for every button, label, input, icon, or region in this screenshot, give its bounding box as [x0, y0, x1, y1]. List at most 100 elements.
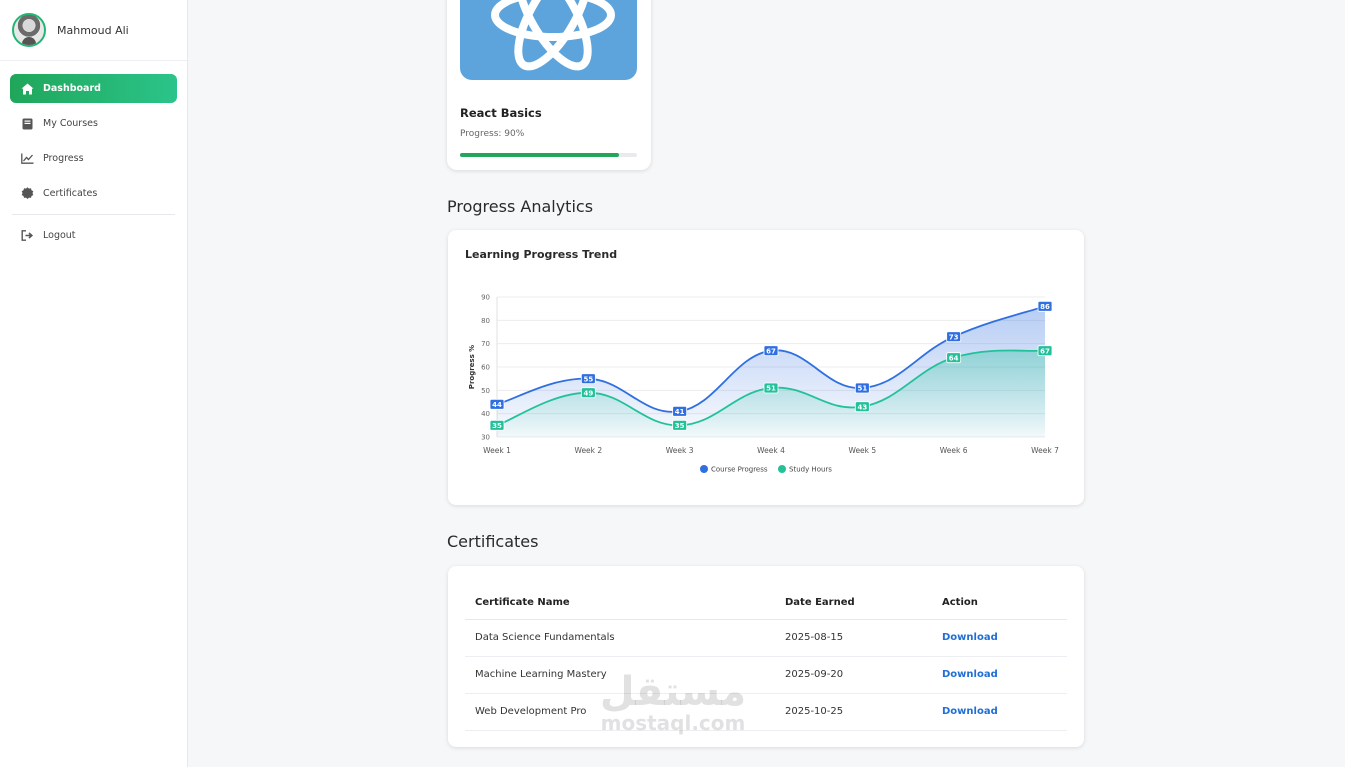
series-area-study-hours	[497, 350, 1045, 437]
course-progress-bar	[460, 153, 637, 157]
sidebar: Mahmoud Ali Dashboard My Courses Progres…	[0, 0, 188, 767]
x-tick-label: Week 5	[848, 446, 876, 455]
table-header-row: Certificate Name Date Earned Action	[465, 587, 1067, 620]
data-label-bg	[763, 345, 779, 357]
data-label: 49	[583, 389, 593, 397]
home-icon	[20, 82, 34, 96]
react-atom-icon	[491, 0, 615, 71]
x-tick-label: Week 1	[483, 446, 511, 455]
logout-icon	[20, 229, 34, 243]
data-label-bg	[672, 405, 688, 417]
data-label-bg	[672, 419, 688, 431]
data-label: 55	[583, 375, 593, 383]
data-label-bg	[489, 398, 505, 410]
progress-chart: 30 40 50 60 70 80 90 Progress % Week 1 Week 2 Week…	[468, 294, 1059, 474]
table-row: Data Science Fundamentals 2025-08-15 Dow…	[465, 619, 1067, 657]
data-label-bg	[489, 419, 505, 431]
sidebar-item-dashboard[interactable]: Dashboard	[10, 74, 177, 103]
data-label: 64	[949, 354, 959, 362]
data-label-bg	[763, 382, 779, 394]
sidebar-item-label: My Courses	[43, 118, 98, 129]
nav-divider	[12, 214, 175, 215]
certificate-name: Machine Learning Mastery	[465, 656, 775, 694]
watermark-latin: mostaql.com	[600, 711, 746, 735]
data-label-bg	[580, 387, 596, 399]
certificate-icon	[20, 187, 34, 201]
data-label: 73	[949, 333, 959, 341]
course-thumbnail	[460, 0, 637, 80]
sidebar-item-progress[interactable]: Progress	[10, 144, 177, 173]
sidebar-item-label: Progress	[43, 153, 84, 164]
y-tick-label: 40	[481, 410, 490, 418]
x-tick-label: Week 2	[574, 446, 602, 455]
data-label: 51	[857, 385, 867, 393]
section-title-analytics: Progress Analytics	[447, 197, 594, 216]
logout-label: Logout	[43, 230, 76, 241]
chart-title: Learning Progress Trend	[465, 248, 618, 261]
y-tick-label: 50	[481, 387, 490, 395]
data-label: 35	[675, 422, 685, 430]
data-label-bg	[580, 373, 596, 385]
data-label-bg	[946, 352, 962, 364]
watermark-arabic: مستقل	[599, 669, 747, 715]
course-progress-fill	[460, 153, 620, 157]
certificate-date: 2025-10-25	[775, 693, 932, 731]
data-label-bg	[1037, 300, 1053, 312]
avatar[interactable]	[12, 13, 46, 47]
sidebar-nav: Dashboard My Courses Progress Certificat…	[0, 61, 187, 250]
certificate-name: Web Development Pro	[465, 693, 775, 731]
legend-label: Study Hours	[789, 466, 832, 474]
course-card[interactable]: React Basics Progress: 90%	[447, 0, 651, 170]
profile-header: Mahmoud Ali	[0, 0, 187, 61]
download-link[interactable]: Download	[932, 619, 1067, 657]
course-title: React Basics	[460, 106, 542, 120]
book-icon	[20, 117, 34, 131]
legend-label: Course Progress	[711, 466, 768, 474]
watermark: مستقل mostaql.com	[592, 672, 754, 734]
section-title-certificates: Certificates	[447, 532, 539, 551]
x-tick-label: Week 7	[1031, 446, 1059, 455]
y-tick-label: 70	[481, 340, 490, 348]
data-label: 43	[857, 403, 867, 411]
y-tick-label: 80	[481, 317, 490, 325]
legend-marker	[778, 465, 786, 473]
column-header-date: Date Earned	[775, 587, 932, 620]
sidebar-item-label: Dashboard	[43, 83, 101, 94]
sidebar-item-certificates[interactable]: Certificates	[10, 179, 177, 208]
chart-line-icon	[20, 152, 34, 166]
sidebar-item-my-courses[interactable]: My Courses	[10, 109, 177, 138]
x-tick-label: Week 3	[666, 446, 694, 455]
download-link[interactable]: Download	[932, 656, 1067, 694]
certificate-date: 2025-08-15	[775, 619, 932, 657]
data-label: 86	[1040, 303, 1050, 311]
chart-card: Learning Progress Trend 30 40 50 60 70 80 90 Pr…	[448, 230, 1084, 505]
logout-button[interactable]: Logout	[10, 221, 177, 250]
data-label-bg	[854, 401, 870, 413]
profile-name: Mahmoud Ali	[57, 23, 129, 37]
data-label: 41	[675, 408, 685, 416]
y-tick-label: 90	[481, 294, 490, 302]
data-label: 35	[492, 422, 502, 430]
data-label: 67	[1040, 347, 1050, 355]
data-label: 67	[766, 347, 776, 355]
x-tick-label: Week 4	[757, 446, 785, 455]
sidebar-item-label: Certificates	[43, 188, 98, 199]
data-label-bg	[1037, 345, 1053, 357]
y-tick-label: 60	[481, 364, 490, 372]
download-link[interactable]: Download	[932, 693, 1067, 731]
x-tick-label: Week 6	[940, 446, 968, 455]
table-row: Machine Learning Mastery 2025-09-20 Down…	[465, 656, 1067, 694]
column-header-name: Certificate Name	[465, 587, 775, 620]
y-tick-label: 30	[481, 434, 490, 442]
y-axis-label: Progress %	[468, 345, 476, 389]
column-header-action: Action	[932, 587, 1067, 620]
course-progress-text: Progress: 90%	[460, 129, 525, 139]
certificates-card: Certificate Name Date Earned Action Data…	[448, 566, 1084, 747]
certificate-name: Data Science Fundamentals	[465, 619, 775, 657]
certificates-table: Certificate Name Date Earned Action Data…	[465, 587, 1067, 731]
data-label: 44	[492, 401, 502, 409]
data-label: 51	[766, 385, 776, 393]
legend-marker	[700, 465, 708, 473]
data-label-bg	[854, 382, 870, 394]
data-label-bg	[946, 331, 962, 343]
